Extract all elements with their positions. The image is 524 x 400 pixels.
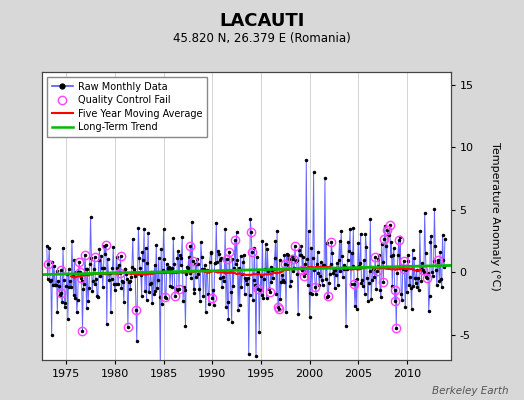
- Text: Berkeley Earth: Berkeley Earth: [432, 386, 508, 396]
- Y-axis label: Temperature Anomaly (°C): Temperature Anomaly (°C): [490, 142, 500, 290]
- Legend: Raw Monthly Data, Quality Control Fail, Five Year Moving Average, Long-Term Tren: Raw Monthly Data, Quality Control Fail, …: [47, 77, 208, 137]
- Text: 45.820 N, 26.379 E (Romania): 45.820 N, 26.379 E (Romania): [173, 32, 351, 45]
- Text: LACAUTI: LACAUTI: [220, 12, 304, 30]
